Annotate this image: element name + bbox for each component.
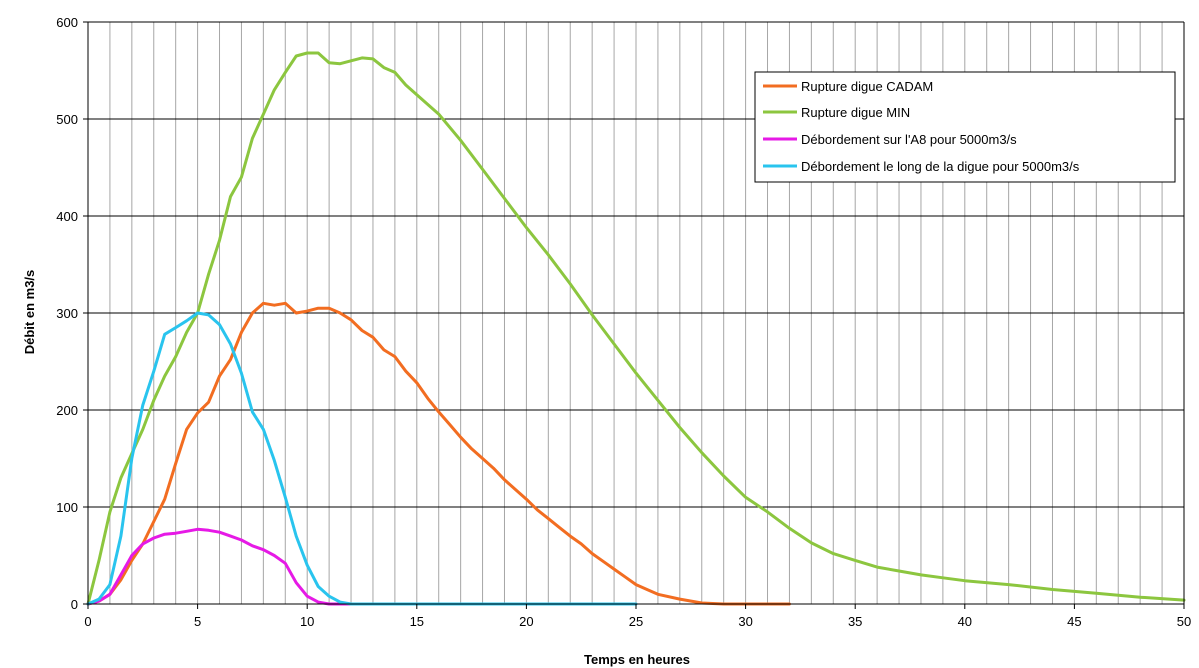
x-axis-title: Temps en heures — [584, 652, 690, 667]
legend-entry-cadam: Rupture digue CADAM — [763, 79, 933, 94]
legend-box — [754, 71, 1176, 183]
series-line-2 — [86, 527, 353, 606]
y-tick-label: 200 — [56, 403, 78, 418]
series-line-0 — [86, 301, 791, 606]
x-tick-label: 40 — [958, 614, 972, 629]
legend-entry-digue: Débordement le long de la digue pour 500… — [763, 159, 1080, 174]
y-tick-label: 300 — [56, 306, 78, 321]
y-axis-title: Débit en m3/s — [22, 270, 37, 355]
y-tick-label: 100 — [56, 500, 78, 515]
x-tick-label: 50 — [1177, 614, 1191, 629]
y-tick-label: 400 — [56, 209, 78, 224]
legend: Rupture digue CADAM Rupture digue MIN Dé… — [754, 71, 1176, 183]
legend-label-digue: Débordement le long de la digue pour 500… — [801, 159, 1080, 174]
x-tick-label: 45 — [1067, 614, 1081, 629]
x-tick-label: 35 — [848, 614, 862, 629]
series-line-3 — [86, 311, 638, 606]
x-tick-label: 15 — [410, 614, 424, 629]
x-tick-label: 25 — [629, 614, 643, 629]
x-tick-label: 0 — [84, 614, 91, 629]
legend-entry-a8: Débordement sur l'A8 pour 5000m3/s — [763, 132, 1017, 147]
x-tick-label: 5 — [194, 614, 201, 629]
legend-entry-min: Rupture digue MIN — [763, 105, 910, 120]
y-tick-label: 0 — [71, 597, 78, 612]
axes — [83, 21, 1185, 609]
y-tick-label: 600 — [56, 15, 78, 30]
grid — [88, 21, 1184, 604]
legend-label-cadam: Rupture digue CADAM — [801, 79, 933, 94]
x-tick-label: 10 — [300, 614, 314, 629]
legend-label-a8: Débordement sur l'A8 pour 5000m3/s — [801, 132, 1017, 147]
legend-label-min: Rupture digue MIN — [801, 105, 910, 120]
series-layer — [86, 51, 1186, 606]
x-tick-label: 20 — [519, 614, 533, 629]
y-tick-label: 500 — [56, 112, 78, 127]
x-tick-label: 30 — [738, 614, 752, 629]
